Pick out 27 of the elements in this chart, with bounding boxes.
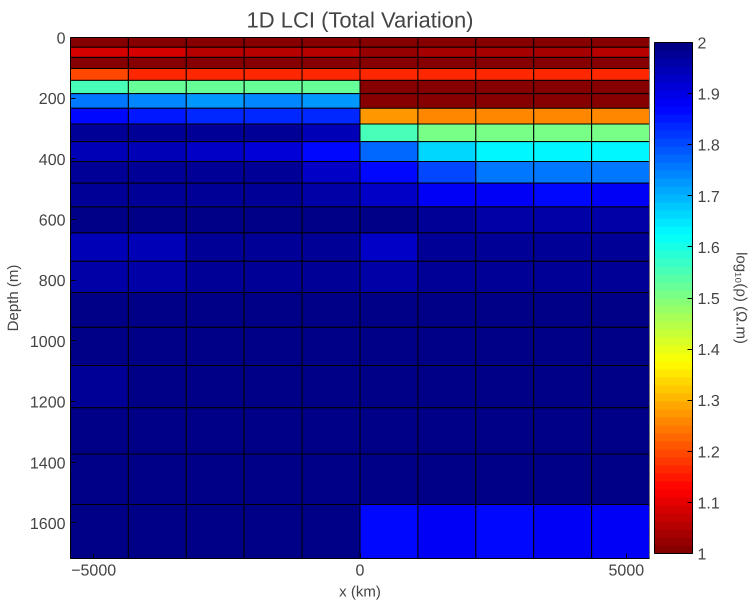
- x-axis-title: x (km): [339, 584, 381, 600]
- y-axis-title: Depth (m): [4, 264, 22, 332]
- y-tick-label: 1200: [30, 394, 66, 412]
- color-bar-label: 1.7: [698, 188, 720, 206]
- color-bar-title: log₁₀(ρ) (Ω.m): [732, 252, 750, 344]
- y-tick-label: 1600: [30, 516, 66, 533]
- color-bar-label: 1.4: [698, 342, 720, 360]
- y-tick-label: 600: [38, 212, 66, 230]
- x-tick-label: 0: [356, 562, 365, 580]
- y-tick-label: 0: [56, 30, 66, 48]
- color-bar-label: 1.2: [698, 444, 720, 462]
- color-bar-label: 1.9: [698, 86, 720, 104]
- y-tick-label: 1000: [30, 334, 66, 351]
- color-bar-label: 1.5: [698, 291, 720, 308]
- color-bar-label: 1.3: [698, 393, 720, 410]
- color-bar-label: 1.1: [698, 495, 720, 512]
- x-tick-label: 5000: [608, 562, 644, 580]
- y-tick-label: 200: [38, 91, 66, 108]
- y-tick-label: 800: [38, 273, 66, 290]
- y-tick-label: 400: [38, 152, 66, 169]
- chart-title: 1D LCI (Total Variation): [246, 8, 474, 32]
- y-tick-label: 1400: [30, 455, 66, 472]
- color-bar-label: 2: [698, 36, 706, 52]
- color-bar-label: 1.8: [698, 138, 720, 155]
- x-tick-label: −5000: [71, 562, 116, 580]
- color-bar-label: 1: [698, 546, 706, 564]
- color-bar-label: 1.6: [698, 240, 720, 257]
